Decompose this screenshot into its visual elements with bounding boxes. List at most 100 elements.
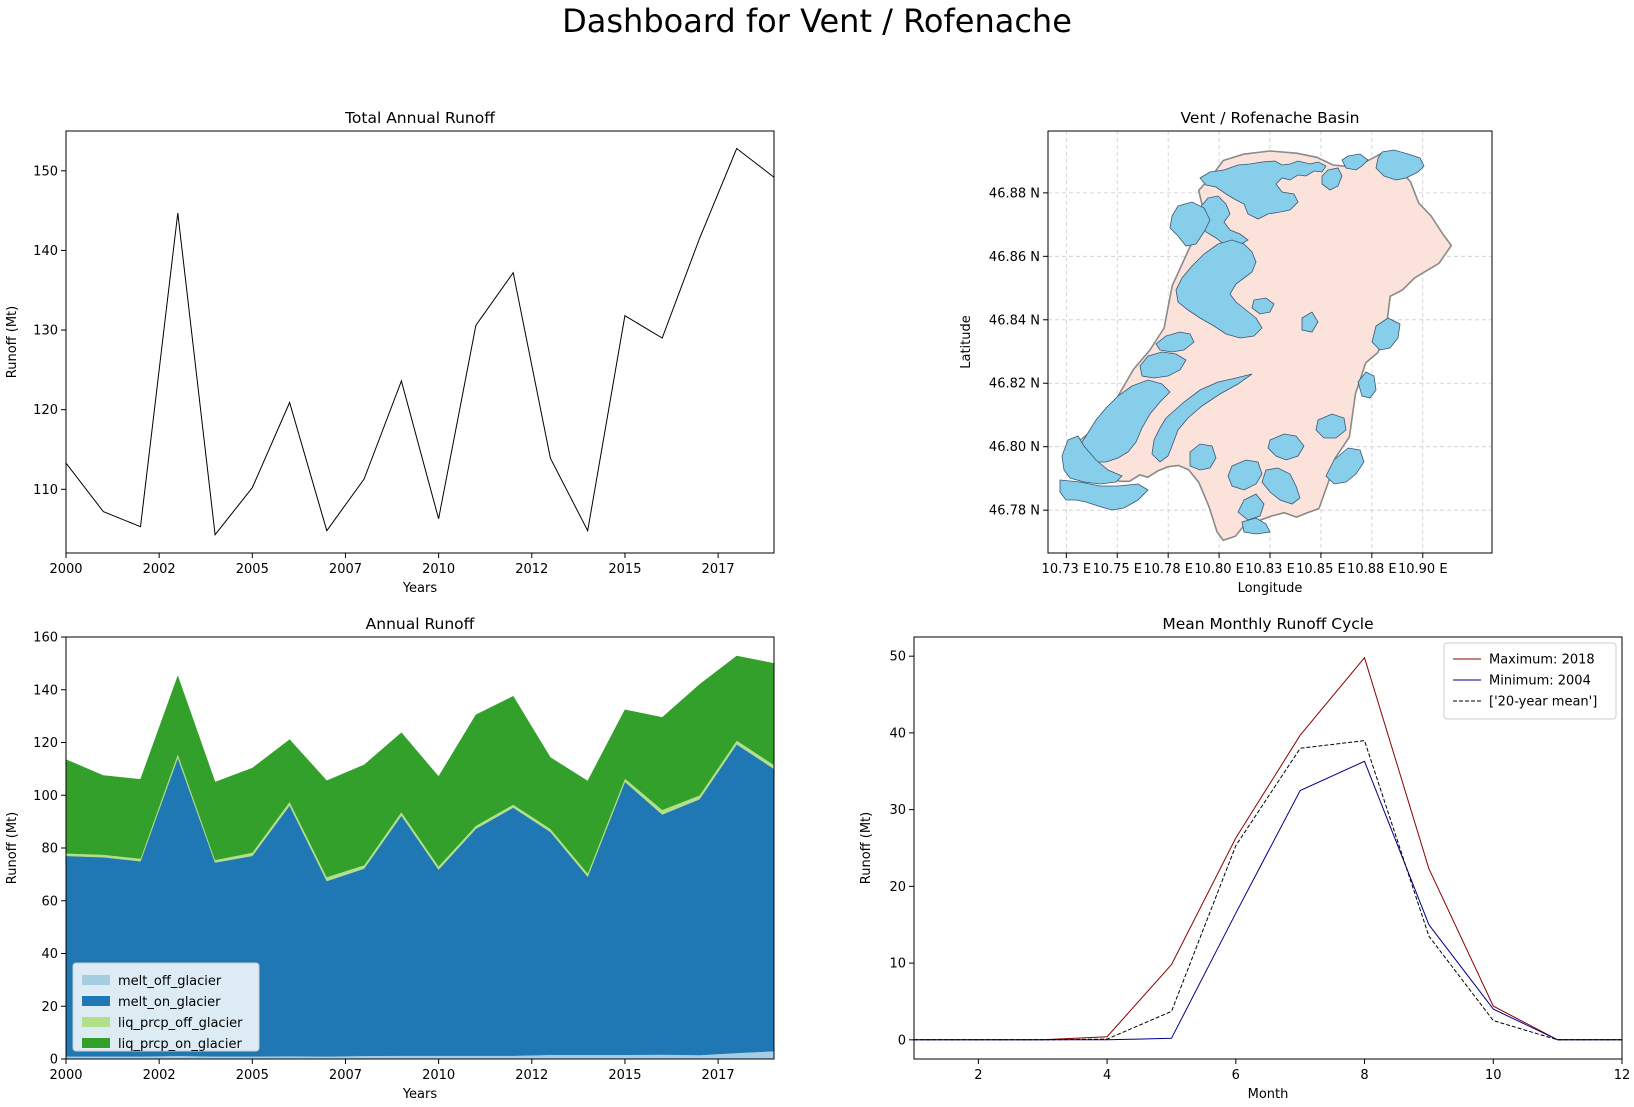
x-tick-label: 10.90 E [1398,562,1448,577]
x-tick-label: 2000 [49,1068,82,1083]
x-tick-label: 10.85 E [1296,562,1346,577]
x-tick-label: 10.78 E [1143,562,1193,577]
legend-annual-runoff: melt_off_glacier melt_on_glacier liq_prcp_… [72,962,260,1052]
glacier-outline [1151,373,1253,463]
glacier-outline [1175,239,1263,339]
chart-title: Mean Monthly Runoff Cycle [1162,615,1373,633]
legend-label: liq_prcp_on_glacier [118,1037,242,1052]
legend-swatch [82,1038,110,1048]
x-tick-label: 2012 [515,562,548,577]
y-tick-label: 80 [41,842,58,857]
y-tick-label: 0 [50,1053,58,1068]
glacier-outline [1237,493,1265,521]
x-tick-label: 2015 [608,1068,641,1083]
y-tick-label: 120 [33,403,58,418]
x-tick-label: 2002 [143,1068,176,1083]
legend-swatch [82,1017,110,1027]
x-axis-label: Month [1248,1087,1289,1102]
x-tick-label: 2015 [608,562,641,577]
x-tick-label: 2002 [143,562,176,577]
y-tick-label: 46.84 N [989,313,1040,328]
y-axis-label: Runoff (Mt) [5,812,20,884]
total-runoff-line [66,147,774,536]
x-axis-label: Years [402,581,438,596]
chart-basin-map: 10.73 E 10.75 E 10.78 E 10.80 E 10.83 E 10.85… [959,109,1493,596]
x-tick-label: 2017 [702,1068,735,1083]
line-series-1 [914,760,1622,1041]
x-tick-label: 2007 [329,562,362,577]
legend-label: Minimum: 2004 [1489,674,1591,689]
glacier-outline [1227,459,1263,491]
x-tick-label: 2000 [49,562,82,577]
y-tick-label: 30 [889,803,906,818]
glacier-outline [1199,160,1327,220]
y-tick-label: 10 [889,957,906,972]
glacier-outline [1321,167,1343,191]
x-tick-label: 8 [1360,1068,1368,1083]
legend-frame [1443,642,1617,720]
y-tick-label: 140 [33,244,58,259]
glacier-outline [1341,153,1369,171]
chart-title: Annual Runoff [366,615,475,633]
chart-title: Vent / Rofenache Basin [1181,109,1360,127]
glacier-outline [1155,331,1195,353]
legend-label: ['20-year mean'] [1489,695,1597,710]
x-axis-label: Years [402,1087,438,1102]
x-tick-label: 2005 [236,562,269,577]
dashboard-title: Dashboard for Vent / Rofenache [562,2,1072,40]
glacier-outline [1169,201,1211,247]
x-tick-label: 2005 [236,1068,269,1083]
y-tick-label: 140 [33,683,58,698]
y-tick-label: 46.86 N [989,250,1040,265]
y-axis-label: Runoff (Mt) [5,306,20,378]
x-tick-label: 10.83 E [1245,562,1295,577]
glacier-outline [1061,435,1123,485]
y-tick-label: 20 [41,1000,58,1015]
glacier-outline [1241,517,1271,535]
y-axis-label: Runoff (Mt) [859,812,874,884]
chart-title: Total Annual Runoff [344,109,495,127]
x-tick-label: 10.80 E [1194,562,1244,577]
x-tick-label: 10 [1485,1068,1502,1083]
legend-label: melt_off_glacier [118,974,222,989]
y-tick-label: 46.78 N [989,504,1040,519]
axes-frame [65,130,775,554]
y-tick-label: 0 [898,1033,906,1048]
glacier-outline [1371,317,1401,351]
legend-label: Maximum: 2018 [1489,653,1595,668]
x-axis-label: Longitude [1238,581,1303,596]
legend-swatch [82,975,110,985]
glacier-outline [1357,371,1377,399]
y-tick-label: 160 [33,631,58,646]
axes-frame [913,636,1623,1060]
y-tick-label: 46.80 N [989,440,1040,455]
legend-label: liq_prcp_off_glacier [118,1016,243,1031]
y-tick-label: 100 [33,789,58,804]
glacier-outline [1139,351,1187,379]
glacier-outline [1315,413,1347,439]
y-tick-label: 46.82 N [989,377,1040,392]
x-tick-label: 10.73 E [1042,562,1092,577]
chart-total-annual-runoff: 2000 2002 2005 2007 2010 2012 2015 2017 110 120 13… [5,109,775,596]
x-tick-label: 10.75 E [1092,562,1142,577]
y-tick-label: 40 [41,947,58,962]
y-tick-label: 150 [33,164,58,179]
x-tick-label: 2017 [702,562,735,577]
line-series-2 [914,740,1622,1041]
legend-label: melt_on_glacier [118,995,221,1010]
y-tick-label: 46.88 N [989,186,1040,201]
x-tick-label: 4 [1103,1068,1111,1083]
x-tick-label: 2 [974,1068,982,1083]
glacier-outline [1059,479,1149,511]
y-tick-label: 120 [33,736,58,751]
glacier-outline [1267,433,1305,461]
legend-monthly-cycle: Maximum: 2018 Minimum: 2004 ['20-year mean… [1443,642,1617,720]
y-axis-label: Latitude [959,315,974,369]
legend-swatch [82,996,110,1006]
glacier-outline [1375,149,1425,181]
glacier-outline [1251,297,1275,315]
glacier-outline [1261,467,1301,505]
legend-frame [72,962,260,1052]
y-tick-label: 130 [33,324,58,339]
